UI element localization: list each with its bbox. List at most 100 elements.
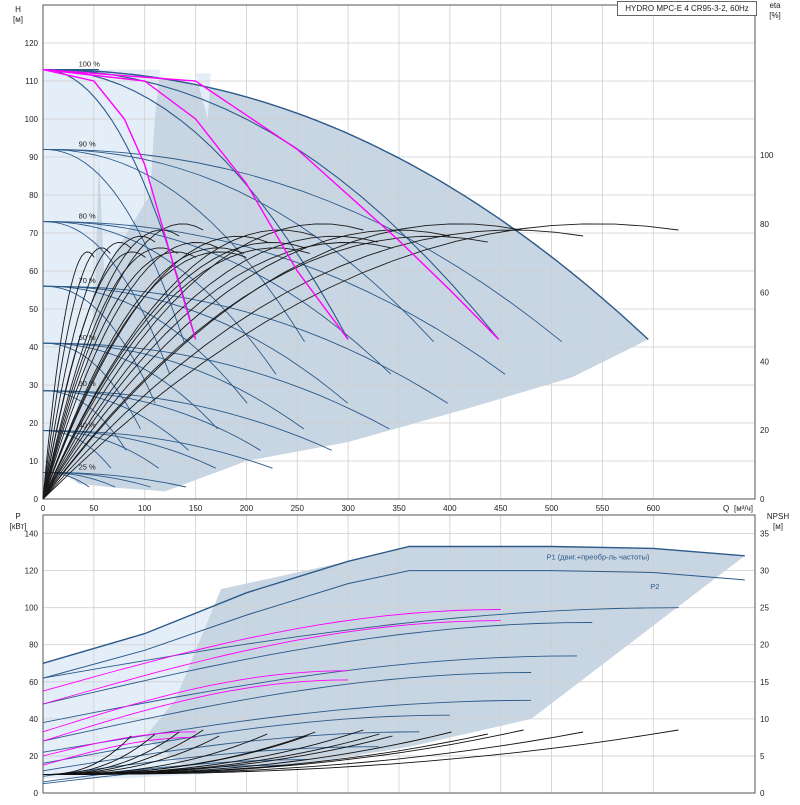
efficiency-curve [42, 223, 522, 500]
y2-tick-label: 30 [760, 567, 769, 576]
power-curve [42, 655, 578, 724]
speed-curve [42, 430, 273, 469]
y-tick-label: 0 [34, 789, 39, 798]
plot-frame [42, 514, 756, 794]
y2-tick-label: 100 [760, 151, 774, 160]
y-tick-label: 60 [29, 678, 38, 687]
power-curve [42, 731, 420, 772]
efficiency-curve [42, 251, 95, 500]
y-axis-label: P [15, 512, 20, 521]
envelope-region [93, 69, 160, 271]
y-tick-label: 30 [29, 381, 38, 390]
system-power-curve [42, 670, 349, 733]
speed-curve [42, 285, 248, 404]
power-curve [42, 672, 532, 742]
speed-curve [42, 148, 563, 343]
efficiency-curve [42, 242, 132, 500]
speed-curve [42, 221, 392, 375]
efficiency-curve [42, 242, 307, 500]
y-tick-label: 40 [29, 343, 38, 352]
efficiency-curve [42, 251, 247, 500]
y2-tick-label: 0 [760, 789, 765, 798]
power-curve [42, 699, 532, 753]
p1-curve [42, 545, 745, 664]
efficiency-curve [42, 247, 311, 500]
x-tick-label: 0 [41, 504, 46, 513]
y-tick-label: 140 [25, 530, 39, 539]
speed-curve [42, 342, 218, 430]
x-tick-label: 350 [392, 504, 406, 513]
y-tick-label: 60 [29, 267, 38, 276]
y-tick-label: 80 [29, 641, 38, 650]
x-axis-unit: [м³/ч] [734, 504, 753, 513]
speed-label: 90 % [79, 139, 96, 148]
y-tick-label: 40 [29, 715, 38, 724]
speed-label: 60 % [79, 333, 96, 342]
y-tick-label: 20 [29, 419, 38, 428]
y-axis-unit: [кВт] [10, 522, 27, 531]
x-tick-label: 50 [89, 504, 98, 513]
p2-curve [42, 570, 745, 679]
efficiency-curve [42, 242, 393, 500]
efficiency-curve [42, 247, 111, 500]
efficiency-curve [42, 223, 679, 500]
speed-curve [42, 342, 305, 430]
y-tick-label: 70 [29, 229, 38, 238]
x-tick-label: 200 [240, 504, 254, 513]
efficiency-curve [42, 235, 378, 500]
y-tick-label: 120 [25, 567, 39, 576]
efficiency-curve [42, 229, 316, 500]
legend-p2: P2 [650, 582, 659, 591]
speed-label: 70 % [79, 276, 96, 285]
y-tick-label: 100 [25, 115, 39, 124]
x-tick-label: 250 [291, 504, 305, 513]
y-tick-label: 120 [25, 39, 39, 48]
x-tick-label: 400 [443, 504, 457, 513]
speed-curve [42, 221, 277, 375]
speed-label: 80 % [79, 212, 96, 221]
system-curve [42, 68, 349, 340]
speed-curve [42, 285, 348, 404]
y2-axis-label: eta [769, 1, 781, 10]
y-tick-label: 0 [34, 495, 39, 504]
y2-tick-label: 10 [760, 715, 769, 724]
efficiency-curve [42, 235, 488, 500]
efficiency-curve [42, 235, 268, 500]
efficiency-curve [42, 247, 178, 500]
y-tick-label: 50 [29, 305, 38, 314]
y-tick-label: 80 [29, 191, 38, 200]
system-power-curve [42, 620, 501, 705]
x-tick-label: 150 [189, 504, 203, 513]
power-curve [42, 714, 450, 764]
efficiency-curve [42, 251, 146, 500]
y2-tick-label: 25 [760, 604, 769, 613]
speed-curve [42, 342, 390, 430]
y2-tick-label: 5 [760, 752, 765, 761]
efficiency-curve [42, 223, 364, 500]
y2-tick-label: 35 [760, 530, 769, 539]
speed-curve [42, 148, 305, 342]
x-tick-label: 500 [545, 504, 559, 513]
system-power-curve [42, 679, 349, 742]
system-curve [42, 68, 500, 340]
y2-tick-label: 20 [760, 426, 769, 435]
speed-curve [42, 148, 434, 343]
y2-axis-unit: [%] [769, 11, 781, 20]
y2-tick-label: 15 [760, 678, 769, 687]
y-axis-label: H [15, 5, 21, 14]
efficiency-curve [42, 229, 180, 500]
y2-axis-label: NPSH [767, 512, 789, 521]
efficiency-curve [42, 229, 584, 500]
x-tick-label: 600 [647, 504, 661, 513]
speed-curve-100 [42, 69, 500, 340]
x-tick-label: 100 [138, 504, 152, 513]
speed-label: 100 % [79, 60, 101, 69]
power-curve [42, 746, 379, 777]
chart-title: HYDRO MPC-E 4 CR95-3-2, 60Hz [617, 1, 757, 16]
y-tick-label: 100 [25, 604, 39, 613]
system-curve [42, 68, 197, 340]
plot-frame [42, 4, 756, 500]
efficiency-curve [42, 242, 220, 500]
power-curve [42, 622, 593, 705]
